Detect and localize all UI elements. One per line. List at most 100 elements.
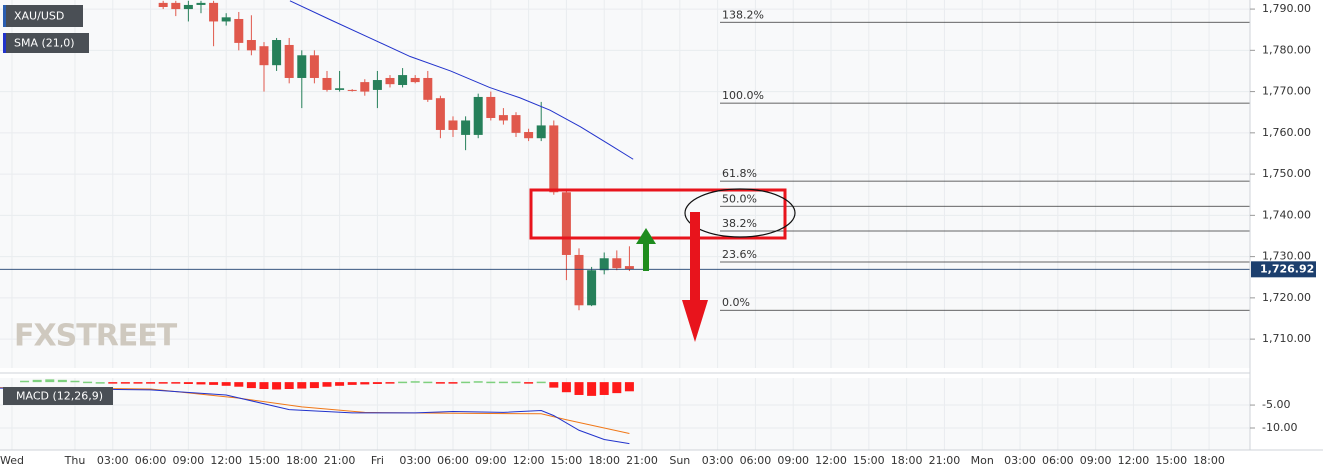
histogram-bar <box>322 382 332 387</box>
histogram-bar <box>83 381 93 384</box>
y-tick-label: 1,790.00 <box>1262 2 1311 15</box>
x-tick-label: 18:00 <box>1193 454 1225 467</box>
histogram-bar <box>624 382 634 392</box>
histogram-bar <box>498 381 508 384</box>
histogram-bar <box>587 382 597 396</box>
histogram-bar <box>95 382 105 384</box>
histogram-bar <box>309 382 319 389</box>
up-arrow <box>636 228 656 271</box>
x-tick-label: 03:00 <box>1004 454 1036 467</box>
candle-body <box>196 2 206 5</box>
histogram-bar <box>108 382 118 384</box>
histogram-bar <box>221 382 231 386</box>
x-tick-label: 03:00 <box>97 454 129 467</box>
y-tick-label: 1,730.00 <box>1262 250 1311 263</box>
fib-label: 61.8% <box>722 167 757 180</box>
x-tick-label: 12:00 <box>1118 454 1150 467</box>
histogram-bar <box>536 381 546 384</box>
fib-label: 23.6% <box>722 248 757 261</box>
candle-body <box>259 46 269 66</box>
candle-body <box>574 254 584 306</box>
histogram-bar <box>448 382 458 384</box>
candle-body <box>284 44 294 78</box>
candle-body <box>624 266 634 270</box>
x-tick-label: 12:00 <box>513 454 545 467</box>
candle-body <box>221 17 231 22</box>
x-tick-label: 12:00 <box>815 454 847 467</box>
candle-body <box>549 125 559 193</box>
candle-body <box>335 88 345 90</box>
marks: 138.2% 100.0% 61.8% 50.0% 38.2% 23.6% 0.0% <box>0 0 1250 445</box>
histogram-bar <box>297 382 307 389</box>
histogram-bar <box>473 381 483 383</box>
x-tick-label: 09:00 <box>1080 454 1112 467</box>
histogram-bar <box>183 382 193 384</box>
candle-body <box>461 120 471 135</box>
x-tick-label: Fri <box>371 454 384 467</box>
x-tick-label: 06:00 <box>740 454 772 467</box>
histogram-bar <box>196 382 206 385</box>
candle-body <box>272 40 282 66</box>
candle-body <box>435 98 445 130</box>
candle-body <box>372 80 382 90</box>
histogram-bar <box>133 382 143 384</box>
x-tick-label: 06:00 <box>437 454 469 467</box>
candle-body <box>599 258 609 271</box>
candle-body <box>511 115 521 133</box>
x-tick-label: 06:00 <box>1042 454 1074 467</box>
histogram-bar <box>70 380 80 383</box>
histogram-bar <box>284 382 294 390</box>
histogram-bar <box>234 382 244 387</box>
histogram-bar <box>599 382 609 395</box>
x-tick-label: Sun <box>669 454 690 467</box>
candle-body <box>234 18 244 43</box>
y-tick-label: -5.00 <box>1262 398 1290 411</box>
candle-body <box>158 2 168 8</box>
legend-marker <box>3 33 6 53</box>
candle-body <box>360 82 370 92</box>
fib-label: 138.2% <box>722 8 764 21</box>
histogram-bar <box>259 382 269 390</box>
histogram-bar <box>146 382 156 384</box>
y-tick-label: 1,780.00 <box>1262 43 1311 56</box>
candle-body <box>448 120 458 130</box>
macd-label: MACD (12,26,9) <box>16 390 103 403</box>
x-tick-label: 15:00 <box>551 454 583 467</box>
histogram-bar <box>246 382 256 389</box>
candle-body <box>498 115 508 121</box>
x-tick-label: 09:00 <box>777 454 809 467</box>
histogram-bar <box>209 382 219 385</box>
histogram-bar <box>32 379 42 383</box>
candle-body <box>209 2 219 22</box>
histogram-bar <box>524 382 534 384</box>
histogram-bar <box>410 381 420 383</box>
x-tick-label: 09:00 <box>475 454 507 467</box>
grid <box>0 0 1250 450</box>
histogram-bar <box>574 382 584 395</box>
y-tick-label: 1,740.00 <box>1262 208 1311 221</box>
y-tick-label: 1,750.00 <box>1262 167 1311 180</box>
candle-body <box>398 75 408 85</box>
macd-line <box>0 387 630 445</box>
histogram-bar <box>423 381 433 384</box>
x-tick-label: 18:00 <box>588 454 620 467</box>
candle-body <box>171 2 181 10</box>
main-pane <box>0 0 1250 368</box>
candle-body <box>246 40 256 51</box>
x-tick-label: 21:00 <box>626 454 658 467</box>
symbol-label: XAU/USD <box>14 10 64 23</box>
histogram-bar <box>372 382 382 384</box>
histogram-bar <box>612 382 622 394</box>
candle-body <box>536 125 546 139</box>
candle-body <box>322 77 332 90</box>
candle-body <box>183 4 193 10</box>
x-tick-label: 12:00 <box>210 454 242 467</box>
sma-line <box>289 0 634 160</box>
sma-label: SMA (21,0) <box>14 37 75 50</box>
down-arrow <box>682 212 708 342</box>
histogram-bar <box>335 382 345 386</box>
x-tick-label: 03:00 <box>399 454 431 467</box>
histogram-bar <box>45 379 55 383</box>
x-tick-label: 15:00 <box>248 454 280 467</box>
